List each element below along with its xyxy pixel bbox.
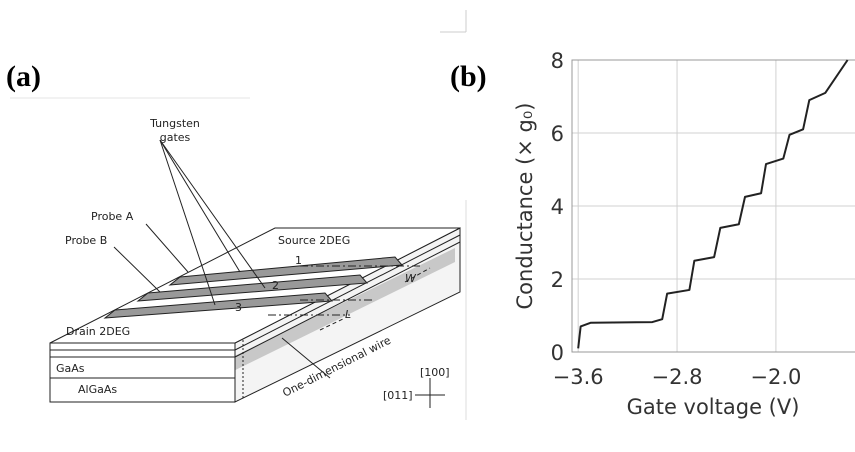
x-tick-label: −2.0	[750, 365, 801, 389]
layer-line	[234, 234, 461, 351]
label: L	[345, 308, 351, 321]
label: 2	[272, 279, 279, 292]
label: 3	[235, 301, 242, 314]
label: Probe A	[91, 210, 134, 223]
dimension-arrow	[404, 267, 431, 283]
x-axis-label: Gate voltage (V)	[627, 395, 800, 419]
plot-frame	[571, 59, 855, 353]
dimension-arrow	[319, 317, 346, 331]
gate-stripe	[103, 292, 334, 319]
device-diagram	[49, 139, 461, 408]
y-tick-label: 8	[551, 49, 564, 73]
label: AlGaAs	[78, 383, 117, 396]
label: W	[405, 272, 417, 285]
data-line	[577, 59, 849, 349]
plot-area: 0 2 4 6 8 −3.6 −2.8 −2.0	[551, 49, 855, 389]
pointer	[113, 246, 161, 293]
pointer	[145, 223, 189, 273]
label: 1	[295, 254, 302, 267]
label: Tungsten	[149, 117, 200, 130]
label: [011]	[383, 389, 413, 402]
panel-label: (a)	[6, 60, 41, 93]
front-face	[49, 342, 236, 403]
y-tick-label: 2	[551, 268, 564, 292]
gate-stripe	[136, 274, 369, 302]
pointer	[281, 337, 331, 379]
y-tick-label: 4	[551, 195, 564, 219]
pointer	[159, 139, 241, 273]
y-axis-label: Conductance (× g₀)	[513, 103, 537, 310]
label: Source 2DEG	[278, 234, 350, 247]
label: Drain 2DEG	[66, 325, 130, 338]
panel-label: (b)	[450, 60, 487, 93]
x-tick-label: −2.8	[652, 365, 703, 389]
gate-stripe	[168, 256, 404, 286]
y-tick-label: 6	[551, 122, 564, 146]
label: GaAs	[56, 362, 85, 375]
label: gates	[160, 131, 191, 144]
layer-line	[234, 241, 461, 358]
pointer	[159, 139, 216, 306]
label: [100]	[420, 366, 450, 379]
label: Probe B	[65, 234, 107, 247]
x-tick-label: −3.6	[553, 365, 604, 389]
y-tick-label: 0	[551, 341, 564, 365]
pointer	[159, 139, 266, 289]
wire-band	[210, 248, 455, 380]
